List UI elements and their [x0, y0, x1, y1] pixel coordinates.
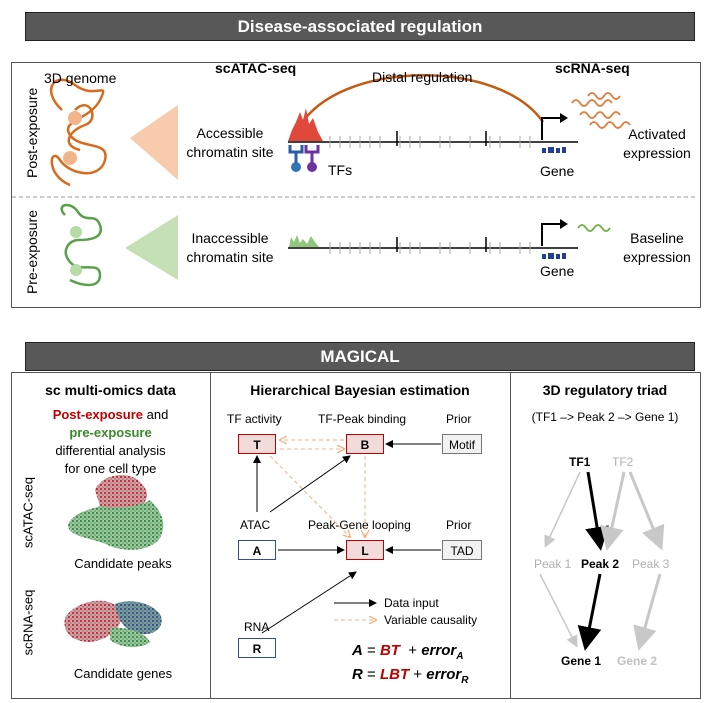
eq2-lhs: R [352, 666, 363, 683]
triad-tf2: TF2 [612, 455, 634, 469]
distal-arc [303, 74, 545, 123]
legend-data-input: Data input [384, 596, 439, 610]
tf-peak-label: TF-Peak binding [318, 412, 407, 426]
peak-gene-label: Peak-Gene looping [308, 518, 411, 532]
tf-icons [288, 145, 320, 172]
activated-waves [571, 92, 631, 129]
inaccessible-peak [289, 235, 319, 247]
rna-umap-green [110, 627, 150, 648]
rna-umap-red [64, 600, 122, 642]
distal-label: Distal regulation [372, 69, 473, 85]
gene-arrow-pre [541, 223, 560, 246]
eq1-red: BT [379, 642, 400, 659]
genome-pre-icon [60, 203, 103, 287]
baseline-wave [577, 224, 611, 232]
box-a: A [238, 540, 276, 560]
baseline-line1: Baseline [630, 230, 684, 246]
middle-title: Hierarchical Bayesian estimation [250, 382, 470, 398]
candidate-peaks-label: Candidate peaks [74, 556, 172, 571]
atac-umap-red [95, 475, 147, 511]
triad-gene1: Gene 1 [561, 654, 602, 668]
top-banner: Disease-associated regulation [25, 12, 695, 41]
triad-tf1: TF1 [569, 455, 591, 469]
right-subtitle: (TF1 –> Peak 2 –> Gene 1) [531, 410, 679, 424]
inaccessible-line2: chromatin site [186, 249, 274, 265]
box-tad: TAD [442, 540, 482, 560]
gene-label-pre: Gene [540, 263, 575, 279]
left-title: sc multi-omics data [45, 382, 176, 398]
tf-activity-label: TF activity [227, 412, 282, 426]
atac-label: ATAC [240, 518, 271, 532]
top-panel-frame [11, 62, 701, 308]
gene-exons-pre [542, 253, 566, 259]
activated-line2: expression [623, 145, 691, 161]
and-text: and [143, 407, 169, 422]
genome-label: 3D genome [44, 70, 117, 86]
eq1-sub: A [456, 651, 464, 662]
scrna-header: scRNA-seq [555, 60, 630, 76]
inaccessible-line1: Inaccessible [191, 230, 269, 246]
gene-label-post: Gene [540, 163, 575, 179]
eq1-error: error [421, 642, 457, 659]
triad-peak3: Peak 3 [632, 557, 670, 571]
triad-peak1: Peak 1 [534, 557, 572, 571]
rna-label: RNA [244, 620, 270, 634]
post-exposure-text: Post-exposure [52, 407, 143, 422]
box-r: R [238, 638, 276, 658]
eq1-plus: + [399, 642, 422, 659]
eq2-eq: = [362, 666, 380, 683]
triad-peak2: Peak 2 [581, 557, 620, 571]
post-trapezoid [130, 105, 178, 180]
box-t: T [238, 434, 276, 454]
right-panel-frame [510, 372, 701, 699]
eq2-error: error [426, 666, 462, 683]
legend-variable-causality: Variable causality [384, 613, 478, 627]
eq2-red: LBT [379, 666, 410, 683]
gene-arrow-post [541, 117, 560, 140]
eq1-lhs: A [352, 642, 363, 659]
baseline-line2: expression [623, 249, 691, 265]
tfs-label: TFs [328, 162, 353, 178]
accessible-peak [288, 108, 323, 141]
eq2-sub: R [461, 675, 469, 686]
eq1-eq: = [362, 642, 380, 659]
magical-banner: MAGICAL [25, 342, 695, 371]
box-b: B [346, 434, 384, 454]
atac-umap-green [68, 500, 164, 550]
prior2-label: Prior [446, 518, 472, 532]
accessible-line2: chromatin site [186, 144, 274, 160]
genome-post-icon [49, 78, 107, 187]
box-l: L [346, 540, 384, 560]
pre-trapezoid [125, 215, 178, 280]
rna-umap-blue [115, 601, 162, 635]
prior1-label: Prior [446, 412, 472, 426]
triad-gene2: Gene 2 [617, 654, 658, 668]
left-line1: Post-exposure and [12, 407, 209, 422]
candidate-genes-label: Candidate genes [73, 666, 173, 681]
eq2-plus: + [409, 666, 427, 683]
left-line4: for one cell type [64, 461, 157, 476]
box-motif: Motif [442, 434, 482, 454]
equation-1: A = BT + errorA [352, 642, 463, 662]
right-title: 3D regulatory triad [542, 382, 668, 398]
pre-ticks [329, 242, 531, 254]
left-line3: differential analysis [55, 443, 166, 458]
gene-exons-post [542, 147, 566, 153]
equation-2: R = LBT + errorR [352, 666, 469, 686]
left-line2: pre-exposure [69, 425, 152, 440]
scatac-header: scATAC-seq [215, 60, 297, 76]
activated-line1: Activated [628, 126, 686, 142]
post-ticks [329, 136, 531, 148]
accessible-line1: Accessible [196, 125, 264, 141]
